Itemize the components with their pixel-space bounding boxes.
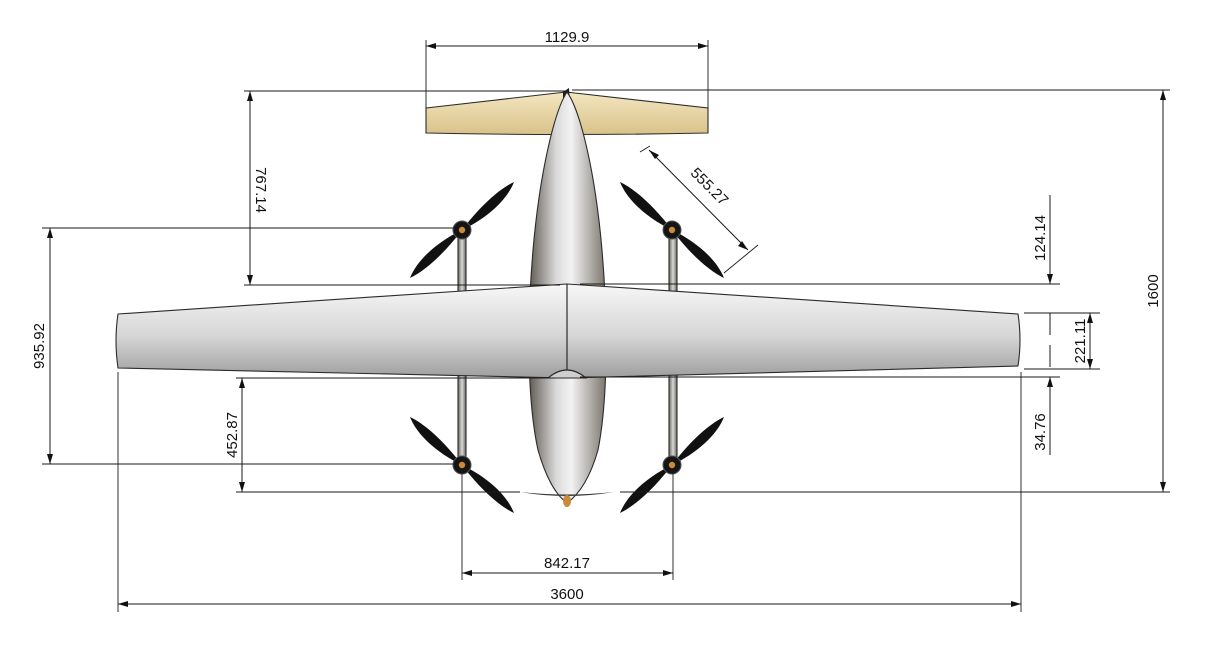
propeller-front-left [410,182,514,278]
hub-cap-icon [668,461,676,469]
prop-blade [462,182,514,230]
prop-blade [672,417,724,465]
prop-blade [410,230,462,278]
dim-tail-span: 1129.9 [425,29,709,108]
dim-front-prop-offset: 124.14 [580,195,1060,285]
prop-blade [672,230,724,278]
prop-blade [410,417,462,465]
prop-blade [462,465,514,513]
dim-tail-span-label: 1129.9 [545,29,590,46]
dim-prop-pair-spacing-label: 935.92 [31,323,48,369]
dim-rear-prop-gap: 34.76 [580,376,1060,455]
dim-wing-chord-label: 221.11 [1072,319,1089,364]
dim-front-prop-offset-label: 124.14 [1032,215,1049,261]
aircraft [115,88,1021,513]
dim-wingspan-label: 3600 [550,586,583,603]
dim-boom-spacing-label: 842.17 [544,555,590,572]
hub-cap-icon [458,461,466,469]
dim-tail-to-wing-label: 767.14 [252,167,269,213]
dim-rear-prop-offset: 452.87 [224,377,555,493]
dim-rear-prop-offset-label: 452.87 [224,412,241,458]
dim-overall-length-label: 1600 [1145,274,1162,307]
hub-cap-icon [668,226,676,234]
dim-overall-length: 1600 [572,89,1170,493]
main-wing [115,283,1021,379]
dim-tail-to-wing: 767.14 [244,90,566,286]
left-rear-boom [457,367,467,469]
dim-wingspan: 3600 [117,372,1022,612]
prop-blade [620,465,672,513]
dim-prop-arm-label: 555.27 [687,165,731,209]
dim-boom-spacing: 842.17 [461,470,674,580]
propeller-rear-right [620,417,724,513]
propeller-rear-left [410,417,514,513]
nose-tip [563,495,571,507]
right-rear-boom [668,367,678,469]
dim-rear-prop-gap-label: 34.76 [1032,413,1049,451]
dimension-annotations: 1129.9 767.14 555.27 124.14 [31,29,1170,612]
nose-winglet [520,492,614,496]
hub-cap-icon [458,226,466,234]
propeller-front-right [620,182,724,278]
prop-blade [620,182,672,230]
wing-root-fairing [546,369,588,379]
dim-prop-pair-spacing: 935.92 [31,227,455,465]
dim-wing-chord: 221.11 [1024,312,1100,370]
